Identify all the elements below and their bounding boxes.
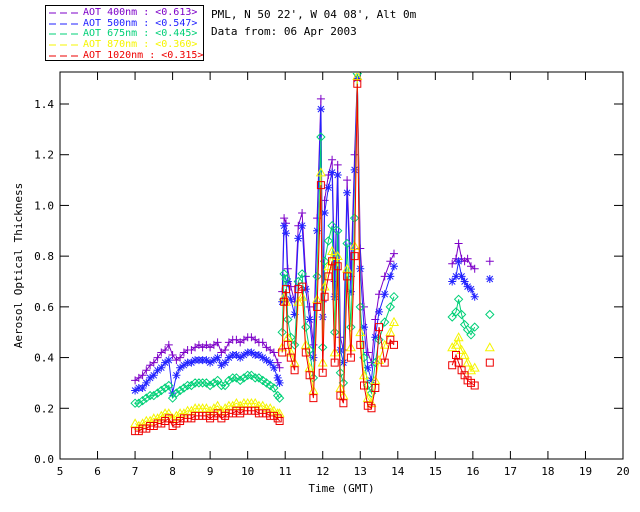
- legend-line-sample: [49, 44, 79, 46]
- legend-entry-label: AOT 400nm : <0.613>: [83, 7, 198, 19]
- series-markers: [485, 275, 494, 283]
- series-line: [135, 374, 280, 404]
- legend-entry-aot-500nm: AOT 500nm : <0.547>: [49, 17, 203, 30]
- series-markers: [131, 406, 284, 436]
- x-tick-label: 10: [241, 465, 254, 478]
- series-markers: [131, 333, 284, 385]
- y-tick-label: 1.0: [34, 199, 54, 212]
- x-tick-label: 19: [579, 465, 592, 478]
- data-date: Data from: 06 Apr 2003: [211, 25, 357, 38]
- y-tick-label: 1.4: [34, 98, 54, 111]
- x-axis-label: Time (GMT): [308, 482, 374, 495]
- station-info: PML, N 50 22', W 04 08', Alt 0m: [211, 8, 417, 21]
- legend-line-sample: [49, 33, 79, 35]
- legend-entry-aot-870nm: AOT 870nm : <0.360>: [49, 40, 203, 51]
- series-markers: [448, 239, 479, 273]
- x-tick-label: 15: [429, 465, 442, 478]
- plot-header: PML, N 50 22', W 04 08', Alt 0m Data fro…: [211, 6, 416, 40]
- x-tick-label: 18: [541, 465, 554, 478]
- series-markers: [278, 79, 398, 413]
- x-axis-ticks: 5 6 7 8 9 10 11 12 13 14 15 16 17 18 19 20: [57, 72, 630, 478]
- series-markers: [485, 358, 494, 367]
- series-line: [281, 78, 395, 381]
- x-tick-label: 6: [94, 465, 101, 478]
- legend-line-sample: [49, 23, 79, 25]
- series-line: [281, 73, 395, 395]
- series-markers: [448, 257, 479, 301]
- legend-entry-label: AOT 870nm : <0.360>: [83, 39, 198, 51]
- series-line: [281, 83, 395, 410]
- series-line: [451, 299, 476, 336]
- series-markers: [447, 294, 480, 340]
- y-tick-label: 0.0: [34, 453, 54, 466]
- series-markers: [131, 348, 284, 398]
- legend-line-sample: [49, 12, 79, 14]
- y-tick-label: 0.6: [34, 301, 54, 314]
- x-tick-label: 20: [616, 465, 629, 478]
- series-aot-1020nm: [131, 79, 494, 436]
- series-markers: [130, 370, 285, 408]
- x-tick-label: 12: [316, 465, 329, 478]
- legend-line-sample: [49, 55, 79, 57]
- x-tick-label: 9: [207, 465, 214, 478]
- x-tick-label: 16: [466, 465, 479, 478]
- legend-entry-label: AOT 1020nm : <0.315>: [83, 49, 204, 61]
- x-tick-label: 14: [391, 465, 405, 478]
- x-tick-label: 7: [132, 465, 139, 478]
- x-tick-label: 8: [169, 465, 176, 478]
- series-aot-870nm: [130, 73, 495, 430]
- legend-box: AOT 400nm : <0.613> AOT 500nm : <0.547> AO…: [45, 5, 204, 61]
- x-tick-label: 11: [279, 465, 292, 478]
- series-markers: [485, 257, 494, 266]
- y-tick-label: 0.8: [34, 250, 54, 263]
- x-tick-label: 13: [354, 465, 367, 478]
- x-tick-label: 5: [57, 465, 64, 478]
- y-axis-label: Aerosol Optical Thickness: [12, 183, 25, 349]
- y-axis-ticks: 0.0 0.2 0.4 0.6 0.8 1.0 1.2 1.4: [34, 98, 623, 466]
- legend-entry-aot-675nm: AOT 675nm : <0.445>: [49, 29, 203, 40]
- series-line: [451, 353, 475, 386]
- y-tick-label: 1.2: [34, 149, 54, 162]
- y-tick-label: 0.2: [34, 402, 54, 415]
- x-tick-label: 17: [504, 465, 517, 478]
- plot-frame: [59, 71, 624, 460]
- series-markers: [484, 342, 495, 352]
- y-tick-label: 0.4: [34, 352, 54, 365]
- series-markers: [485, 309, 495, 320]
- legend-entry-label: AOT 675nm : <0.445>: [83, 28, 198, 40]
- legend-entry-aot-400nm: AOT 400nm : <0.613>: [49, 8, 203, 19]
- series-aot-400nm: [131, 74, 494, 385]
- series-line: [134, 336, 281, 381]
- legend-entry-aot-1020nm: AOT 1020nm : <0.315>: [49, 50, 203, 61]
- series-line: [135, 410, 281, 432]
- series-markers: [447, 332, 480, 375]
- series-markers: [448, 351, 479, 390]
- series-aot-675nm: [130, 73, 495, 408]
- legend-entry-label: AOT 500nm : <0.547>: [83, 17, 198, 29]
